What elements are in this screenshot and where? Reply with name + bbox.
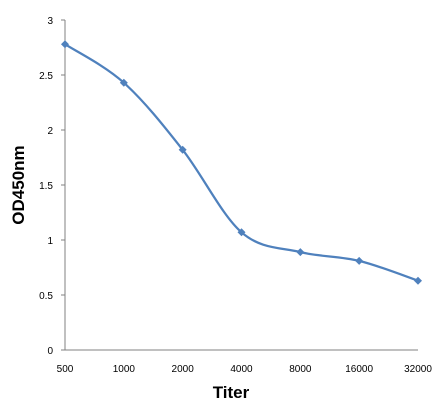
data-point-marker [178, 145, 187, 154]
x-tick-label: 16000 [345, 364, 373, 375]
x-tick-label: 8000 [289, 364, 312, 375]
data-point-marker [237, 228, 246, 237]
x-tick-label: 1000 [113, 364, 136, 375]
data-point-marker [296, 248, 305, 257]
x-tick-label: 32000 [404, 364, 432, 375]
x-axis-title: Titer [213, 383, 250, 402]
y-tick-label: 2.5 [39, 71, 53, 82]
y-tick-label: 0.5 [39, 291, 53, 302]
x-tick-label: 2000 [172, 364, 195, 375]
data-point-marker [355, 256, 364, 265]
axes [64, 20, 418, 351]
y-tick-label: 1.5 [39, 181, 53, 192]
y-tick-labels: 0 0.5 1 1.5 2 2.5 3 [39, 16, 65, 357]
y-tick-label: 3 [47, 16, 53, 27]
data-point-marker [119, 78, 128, 87]
y-tick-label: 1 [47, 236, 53, 247]
series-line [61, 40, 422, 285]
y-axis-title: OD450nm [9, 145, 28, 224]
x-tick-labels: 500 1000 2000 4000 8000 16000 32000 [57, 364, 433, 375]
series-path [64, 43, 419, 282]
data-point-marker [414, 276, 422, 285]
x-tick-label: 4000 [230, 364, 253, 375]
x-tick-label: 500 [57, 364, 74, 375]
y-tick-label: 0 [47, 346, 53, 357]
data-point-marker [61, 40, 69, 49]
y-tick-label: 2 [47, 126, 53, 137]
